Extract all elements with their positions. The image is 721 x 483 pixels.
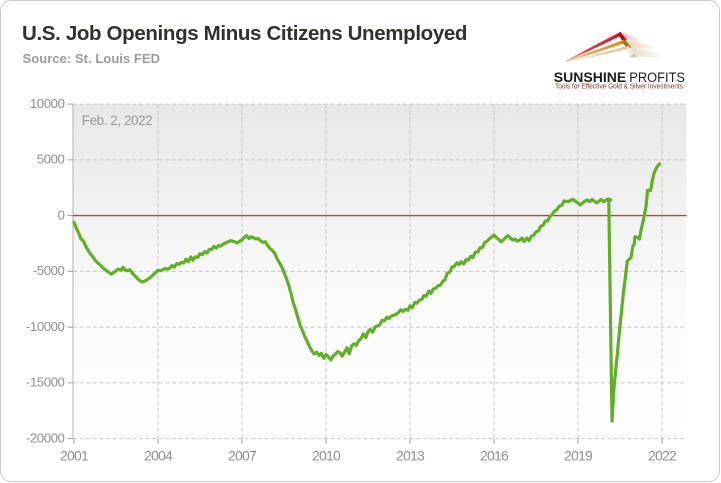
svg-text:SUNSHINE: SUNSHINE (554, 70, 626, 86)
svg-text:-20000: -20000 (26, 430, 65, 445)
svg-text:2022: 2022 (648, 448, 677, 464)
svg-text:2010: 2010 (312, 448, 341, 464)
svg-text:-15000: -15000 (26, 375, 65, 390)
svg-text:2007: 2007 (228, 448, 257, 464)
svg-text:2013: 2013 (396, 448, 425, 464)
svg-text:2019: 2019 (564, 448, 593, 464)
svg-text:-10000: -10000 (26, 319, 65, 334)
svg-text:Tools for Effective Gold & Sil: Tools for Effective Gold & Silver Invest… (555, 82, 683, 91)
svg-text:5000: 5000 (37, 152, 65, 167)
svg-text:0: 0 (58, 207, 65, 222)
svg-text:2004: 2004 (144, 448, 173, 464)
svg-text:2001: 2001 (60, 448, 89, 464)
svg-text:Feb. 2, 2022: Feb. 2, 2022 (82, 113, 152, 128)
svg-text:10000: 10000 (30, 96, 65, 111)
svg-text:-5000: -5000 (33, 263, 65, 278)
svg-text:PROFITS: PROFITS (629, 70, 685, 86)
svg-text:2016: 2016 (480, 448, 509, 464)
